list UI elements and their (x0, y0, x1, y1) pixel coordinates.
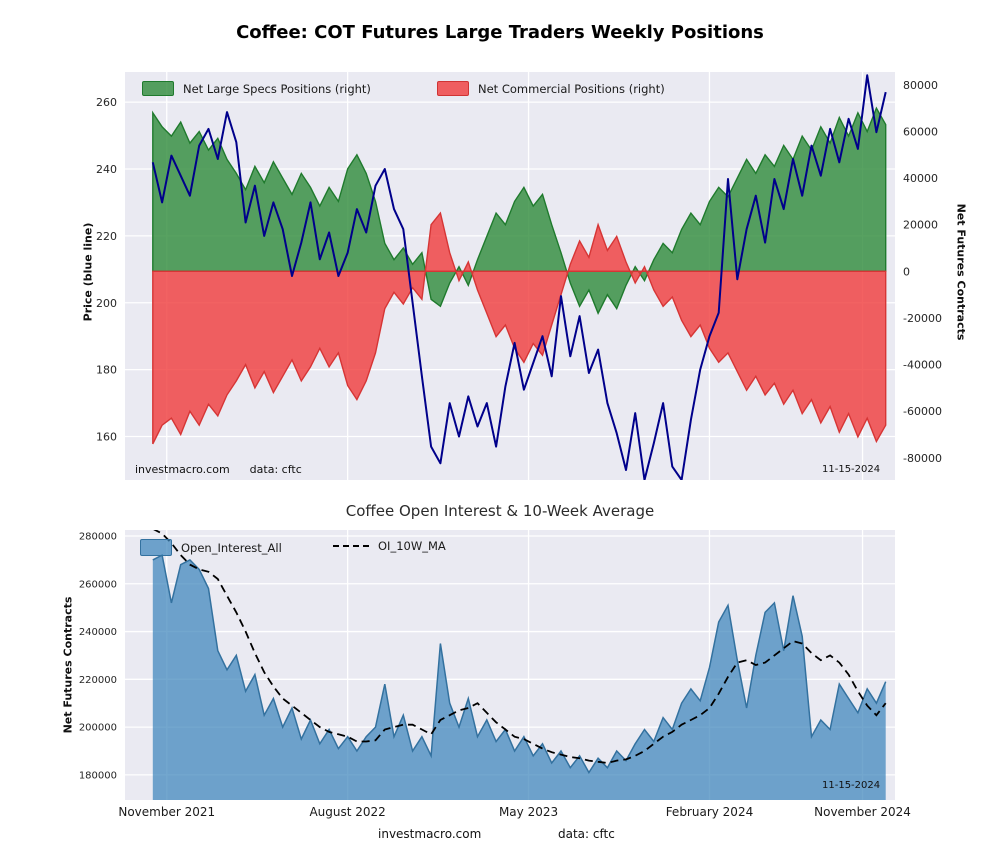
svg-text:40000: 40000 (903, 172, 938, 185)
svg-text:60000: 60000 (903, 125, 938, 138)
chart1-ylabel-left: Price (blue line) (81, 222, 95, 322)
chart1-date-label: 11-15-2024 (822, 464, 881, 475)
chart2-date-label: 11-15-2024 (822, 780, 881, 791)
commercials-area-swatch (437, 81, 469, 96)
svg-text:20000: 20000 (903, 219, 938, 232)
svg-text:200000: 200000 (79, 723, 117, 734)
svg-text:-20000: -20000 (903, 312, 942, 325)
chart1-watermark: investmacro.com data: cftc (135, 463, 302, 476)
chart2-ylabel: Net Futures Contracts (61, 596, 75, 734)
legend-label-specs: Net Large Specs Positions (right) (183, 81, 371, 96)
ma-dashed-line-swatch (333, 545, 369, 547)
legend-item-net-large-specs: Net Large Specs Positions (right) (142, 81, 371, 96)
legend-label-open-interest: Open_Interest_All (181, 540, 282, 555)
chart2-title: Coffee Open Interest & 10-Week Average (345, 502, 655, 520)
svg-text:November 2024: November 2024 (814, 805, 911, 819)
svg-text:200: 200 (96, 297, 117, 310)
svg-text:May 2023: May 2023 (499, 805, 558, 819)
svg-text:80000: 80000 (903, 79, 938, 92)
svg-text:220: 220 (96, 230, 117, 243)
svg-text:240000: 240000 (79, 627, 117, 638)
positions-chart: 160 180 200 220 240 260 -80000 -60000 -40000 -200… (96, 72, 942, 480)
specs-area-swatch (142, 81, 174, 96)
svg-text:-60000: -60000 (903, 405, 942, 418)
svg-text:180: 180 (96, 364, 117, 377)
svg-text:180000: 180000 (79, 770, 117, 781)
svg-text:-40000: -40000 (903, 359, 942, 372)
open-interest-swatch (140, 539, 172, 556)
legend-item-oi-ma: OI_10W_MA (333, 539, 446, 553)
svg-text:160: 160 (96, 431, 117, 444)
open-interest-chart: 180000 200000 220000 240000 260000 280000 Nove… (79, 530, 911, 819)
svg-text:280000: 280000 (79, 531, 117, 542)
legend-item-open-interest: Open_Interest_All (140, 539, 282, 556)
svg-text:August 2022: August 2022 (309, 805, 385, 819)
footer-site: investmacro.com (378, 827, 482, 841)
svg-text:260000: 260000 (79, 579, 117, 590)
svg-text:260: 260 (96, 96, 117, 109)
legend-label-commercials: Net Commercial Positions (right) (478, 81, 665, 96)
svg-text:-80000: -80000 (903, 452, 942, 465)
svg-text:0: 0 (903, 265, 910, 278)
svg-text:November 2021: November 2021 (118, 805, 215, 819)
svg-text:220000: 220000 (79, 675, 117, 686)
legend-item-net-commercials: Net Commercial Positions (right) (437, 81, 665, 96)
watermark-source: data: cftc (249, 463, 302, 476)
legend-label-oi-ma: OI_10W_MA (378, 539, 446, 553)
svg-text:February 2024: February 2024 (666, 805, 754, 819)
chart1-title: Coffee: COT Futures Large Traders Weekly… (236, 22, 764, 43)
chart1-ylabel-right: Net Futures Contracts (954, 203, 968, 341)
watermark-site: investmacro.com (135, 463, 230, 476)
svg-text:240: 240 (96, 163, 117, 176)
footer-source: data: cftc (558, 827, 615, 841)
